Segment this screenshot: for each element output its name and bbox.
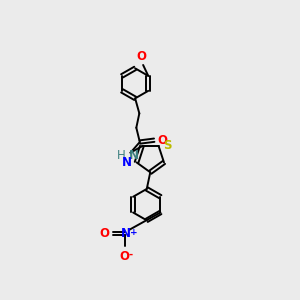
Text: H: H — [117, 149, 126, 162]
Text: O: O — [99, 227, 109, 241]
Text: +: + — [130, 228, 137, 237]
Text: N: N — [129, 149, 139, 162]
Text: N: N — [121, 227, 131, 241]
Text: -: - — [129, 250, 133, 260]
Text: O: O — [136, 50, 146, 63]
Text: S: S — [163, 139, 171, 152]
Text: N: N — [122, 156, 132, 169]
Text: O: O — [157, 134, 167, 147]
Text: O: O — [120, 250, 130, 263]
